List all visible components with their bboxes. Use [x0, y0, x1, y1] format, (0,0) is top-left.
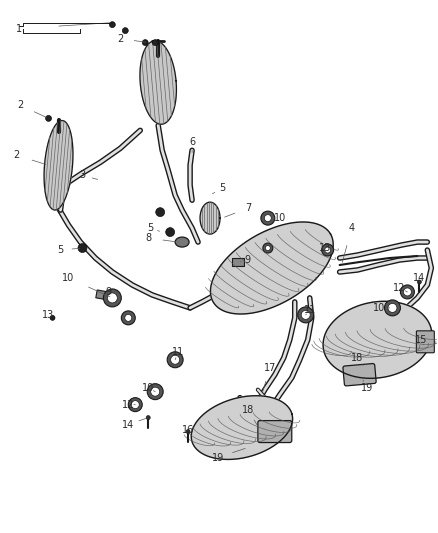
Text: 17: 17 [264, 363, 276, 373]
Ellipse shape [175, 237, 189, 247]
Circle shape [400, 285, 414, 299]
Text: 13: 13 [318, 243, 331, 253]
FancyBboxPatch shape [417, 331, 434, 353]
Circle shape [142, 39, 148, 46]
Text: 2: 2 [117, 34, 124, 44]
Circle shape [265, 246, 270, 251]
Polygon shape [200, 202, 220, 234]
Text: 7: 7 [245, 203, 251, 213]
Bar [232, 258, 244, 266]
Text: 18: 18 [242, 405, 254, 415]
Text: 8: 8 [145, 233, 151, 243]
Circle shape [155, 208, 165, 216]
Text: 13: 13 [42, 310, 55, 320]
Circle shape [385, 300, 400, 316]
Circle shape [263, 243, 273, 253]
Text: 11: 11 [304, 305, 316, 315]
Polygon shape [210, 222, 333, 314]
Text: 16: 16 [182, 425, 194, 434]
Text: 5: 5 [57, 245, 64, 255]
Circle shape [301, 310, 310, 319]
Text: 11: 11 [172, 347, 184, 357]
Text: 12: 12 [393, 283, 406, 293]
Circle shape [403, 288, 411, 296]
Circle shape [171, 356, 180, 364]
Circle shape [167, 352, 183, 368]
Circle shape [50, 316, 55, 320]
Circle shape [103, 289, 121, 307]
Circle shape [166, 228, 175, 237]
Text: 19: 19 [212, 453, 224, 463]
Circle shape [110, 22, 115, 28]
Bar [96, 290, 109, 300]
Circle shape [388, 303, 397, 312]
Polygon shape [140, 41, 177, 124]
Text: 2: 2 [14, 150, 20, 160]
Text: 10: 10 [142, 383, 154, 393]
Circle shape [46, 116, 52, 122]
Text: 9: 9 [245, 255, 251, 265]
FancyBboxPatch shape [258, 421, 292, 442]
Text: 14: 14 [122, 419, 134, 430]
Text: 9: 9 [105, 287, 111, 297]
Circle shape [417, 280, 421, 284]
Circle shape [152, 39, 158, 46]
Circle shape [147, 384, 163, 400]
Text: 14: 14 [413, 273, 425, 283]
Circle shape [298, 307, 314, 323]
Text: 1: 1 [16, 23, 22, 34]
FancyBboxPatch shape [343, 364, 376, 386]
Text: 5: 5 [219, 183, 225, 193]
Text: 10: 10 [373, 303, 385, 313]
Text: 18: 18 [351, 353, 364, 363]
Circle shape [107, 293, 117, 303]
Circle shape [325, 247, 331, 253]
Circle shape [151, 387, 160, 396]
Text: 10: 10 [62, 273, 74, 283]
Circle shape [78, 244, 87, 253]
Circle shape [261, 211, 275, 225]
Circle shape [125, 314, 132, 321]
Text: 2: 2 [18, 100, 24, 110]
Polygon shape [191, 395, 293, 459]
Circle shape [128, 398, 142, 411]
Circle shape [186, 430, 190, 433]
Text: 5: 5 [147, 223, 153, 233]
Circle shape [146, 416, 150, 419]
Text: 10: 10 [274, 213, 286, 223]
Circle shape [321, 244, 334, 256]
Polygon shape [44, 120, 73, 210]
Circle shape [265, 215, 271, 222]
Circle shape [122, 28, 128, 34]
Text: 19: 19 [361, 383, 374, 393]
Polygon shape [323, 301, 432, 378]
Text: 15: 15 [415, 335, 427, 345]
Circle shape [131, 401, 139, 409]
Text: 3: 3 [79, 170, 85, 180]
Text: 12: 12 [122, 400, 134, 410]
Text: 6: 6 [189, 138, 195, 147]
Circle shape [121, 311, 135, 325]
Text: 4: 4 [349, 223, 355, 233]
